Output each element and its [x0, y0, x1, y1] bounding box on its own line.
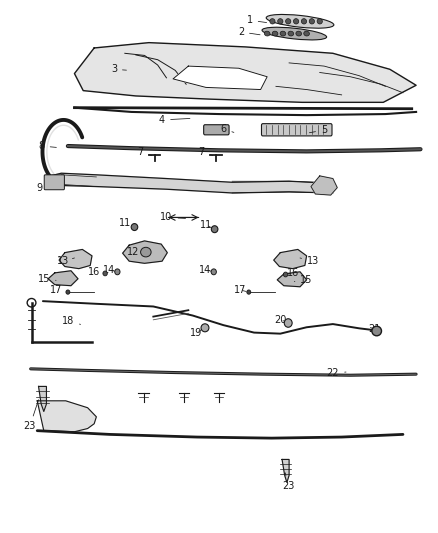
- Ellipse shape: [211, 226, 218, 232]
- Text: 3: 3: [111, 64, 127, 74]
- Polygon shape: [311, 176, 337, 195]
- Polygon shape: [39, 386, 46, 411]
- Text: 16: 16: [287, 268, 300, 278]
- Polygon shape: [37, 401, 96, 432]
- Text: 13: 13: [57, 256, 74, 266]
- FancyBboxPatch shape: [204, 125, 229, 135]
- Polygon shape: [59, 249, 92, 269]
- Text: 11: 11: [200, 220, 212, 230]
- Ellipse shape: [317, 19, 322, 24]
- Ellipse shape: [131, 224, 138, 231]
- Ellipse shape: [266, 14, 334, 28]
- Text: 20: 20: [274, 315, 286, 325]
- Text: 17: 17: [50, 285, 68, 295]
- Ellipse shape: [280, 31, 286, 36]
- Text: 19: 19: [190, 328, 202, 337]
- Text: 1: 1: [247, 15, 267, 25]
- Ellipse shape: [211, 269, 216, 274]
- Text: 10: 10: [160, 213, 186, 222]
- Ellipse shape: [309, 19, 314, 24]
- Text: 14: 14: [199, 265, 211, 274]
- Polygon shape: [274, 249, 307, 269]
- Ellipse shape: [201, 324, 209, 332]
- Ellipse shape: [278, 19, 283, 24]
- Text: 16: 16: [88, 267, 105, 277]
- Text: 6: 6: [220, 124, 234, 134]
- Polygon shape: [46, 173, 333, 193]
- Text: 18: 18: [62, 316, 81, 326]
- Text: 11: 11: [119, 218, 134, 228]
- Ellipse shape: [247, 290, 251, 294]
- Text: 23: 23: [282, 473, 294, 491]
- Text: 14: 14: [102, 265, 115, 274]
- Polygon shape: [173, 66, 267, 90]
- Ellipse shape: [304, 31, 309, 36]
- Ellipse shape: [262, 27, 327, 40]
- Polygon shape: [74, 43, 416, 102]
- Ellipse shape: [301, 19, 307, 24]
- Text: 2: 2: [238, 27, 260, 37]
- Text: 23: 23: [24, 400, 39, 431]
- Ellipse shape: [141, 247, 151, 257]
- Text: 15: 15: [38, 274, 56, 284]
- Ellipse shape: [286, 19, 291, 24]
- Polygon shape: [48, 271, 78, 286]
- Text: 13: 13: [300, 256, 319, 266]
- Ellipse shape: [372, 326, 381, 336]
- Ellipse shape: [270, 19, 275, 24]
- Text: 5: 5: [309, 125, 327, 135]
- Ellipse shape: [284, 319, 292, 327]
- Ellipse shape: [288, 31, 293, 36]
- Text: 7: 7: [137, 148, 152, 157]
- Ellipse shape: [293, 19, 299, 24]
- Ellipse shape: [265, 31, 270, 36]
- FancyBboxPatch shape: [44, 175, 64, 190]
- Text: 15: 15: [294, 276, 313, 285]
- Polygon shape: [277, 272, 307, 287]
- Ellipse shape: [66, 290, 70, 294]
- Text: 22: 22: [327, 368, 346, 378]
- Polygon shape: [123, 241, 167, 263]
- Polygon shape: [282, 459, 289, 482]
- Text: 17: 17: [234, 285, 246, 295]
- Text: 12: 12: [127, 247, 145, 256]
- Text: 4: 4: [159, 115, 190, 125]
- Ellipse shape: [103, 271, 107, 276]
- FancyBboxPatch shape: [261, 124, 332, 136]
- Ellipse shape: [296, 31, 301, 36]
- Text: 7: 7: [198, 148, 213, 157]
- Text: 9: 9: [36, 183, 57, 192]
- Ellipse shape: [272, 31, 278, 36]
- Text: 21: 21: [368, 325, 381, 334]
- Text: 8: 8: [39, 141, 57, 151]
- Ellipse shape: [283, 272, 288, 277]
- Ellipse shape: [115, 269, 120, 274]
